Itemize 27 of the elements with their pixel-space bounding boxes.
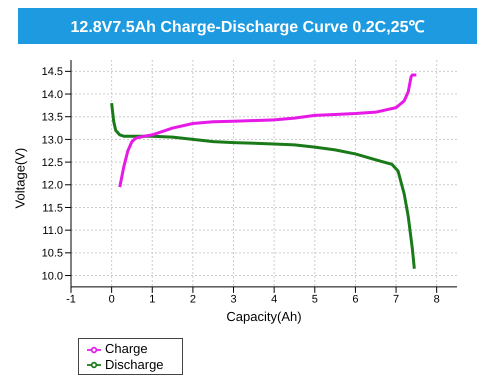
line-series	[118, 73, 418, 189]
x-tick-label: -1	[66, 294, 76, 306]
y-tick-label: 11.0	[42, 225, 63, 238]
y-axis-title: Voltage(V)	[12, 148, 28, 208]
x-tick-label: 8	[434, 294, 440, 306]
x-tick-label: 2	[190, 294, 196, 306]
line-series	[110, 102, 416, 270]
x-tick-label: 5	[312, 294, 318, 306]
y-tick-label: 12.5	[42, 157, 63, 169]
x-tick-label: 3	[230, 294, 237, 306]
x-axis-title: Capacity(Ah)	[226, 308, 302, 324]
y-tick-label: 14.5	[42, 66, 63, 78]
legend-label: Discharge	[105, 356, 164, 372]
y-tick-label: 13.0	[42, 134, 63, 146]
y-tick-label: 11.5	[42, 202, 63, 214]
x-tick-label: 4	[271, 294, 278, 306]
y-tick-label: 10.0	[42, 270, 63, 282]
y-tick-label: 14.0	[42, 88, 63, 101]
x-tick-label: 1	[149, 294, 156, 306]
y-tick-label: 13.5	[42, 112, 63, 124]
x-tick-label: 7	[392, 294, 400, 306]
legend-label: Charge	[105, 341, 148, 356]
x-tick-label: 0	[108, 294, 115, 306]
chart-title: 12.8V7.5Ah Charge-Discharge Curve 0.2C,25℃	[18, 8, 477, 44]
y-tick-label: 10.5	[42, 248, 63, 260]
x-tick-label: 6	[352, 294, 358, 306]
y-tick-label: 12.0	[42, 180, 63, 192]
